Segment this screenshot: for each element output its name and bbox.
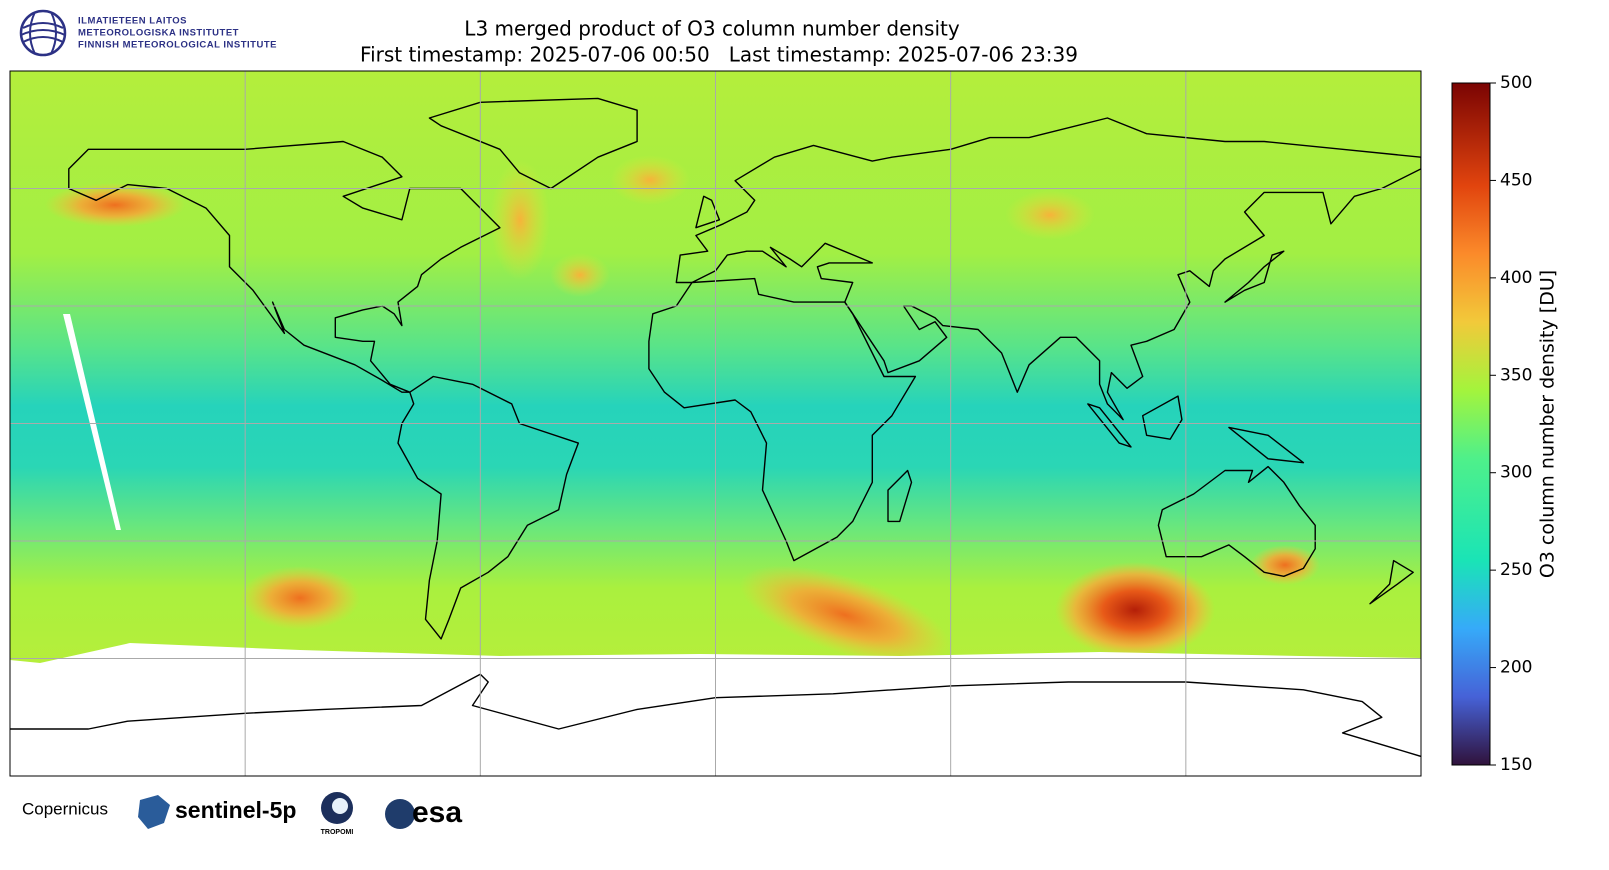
ozone-high (739, 565, 951, 665)
coastline (887, 469, 913, 523)
gridlines (10, 71, 1421, 776)
coastline (1228, 426, 1305, 464)
no-data-swath (63, 314, 121, 530)
colorbar-tick-label: 250 (1500, 560, 1532, 580)
esa-logo: esa (412, 796, 462, 829)
colorbar-ramp (1451, 82, 1491, 766)
ozone-high (1055, 562, 1215, 658)
coastline (1087, 403, 1132, 448)
coastline (648, 277, 917, 562)
coastline (1224, 250, 1285, 303)
colorbar-tick-label: 500 (1500, 73, 1532, 93)
colorbar-tick-label: 350 (1500, 365, 1532, 385)
coastline (68, 140, 501, 393)
sentinel-logo: sentinel-5p (175, 797, 296, 823)
coastline (1157, 465, 1316, 577)
map (10, 71, 1421, 776)
coastline (397, 375, 579, 640)
colorbar-tick-label: 300 (1500, 463, 1532, 483)
logo-text: ILMATIETEEN LAITOS (78, 16, 187, 27)
sentinel-icon (138, 795, 170, 829)
title: L3 merged product of O3 column number de… (464, 17, 960, 41)
ozone-high (45, 183, 185, 227)
copernicus-logo: Copernicus (22, 799, 108, 818)
tropomi-icon (332, 798, 348, 814)
esa-icon (385, 799, 415, 829)
ozone-high (610, 155, 690, 205)
ozone-high (550, 253, 610, 297)
map-frame (9, 70, 1422, 777)
colorbar-tick-label: 200 (1500, 658, 1532, 678)
colorbar-label: O3 column number density [DU] (1537, 270, 1559, 578)
footer-logos: Copernicus sentinel-5p TROPOMI esa (22, 792, 462, 836)
coastline (1369, 559, 1414, 605)
logo-text: FINNISH METEOROLOGICAL INSTITUTE (78, 40, 277, 51)
coastline (675, 117, 1421, 421)
fmi-logo: ILMATIETEEN LAITOS METEOROLOGISKA INSTIT… (19, 9, 277, 57)
ozone-high (240, 566, 360, 630)
coastlines (10, 97, 1421, 758)
ozone-high (1005, 190, 1095, 240)
ozone-high (490, 160, 550, 280)
ozone-high (1250, 545, 1320, 585)
colorbar-tick-label: 400 (1500, 268, 1532, 288)
colorbar: O3 column number density [DU] 150 200 250 3… (1451, 73, 1559, 775)
coastline (10, 673, 1421, 758)
subtitle: First timestamp: 2025-07-06 00:50 Last t… (360, 43, 1078, 67)
tropomi-logo: TROPOMI (321, 829, 354, 836)
colorbar-tick-label: 450 (1500, 170, 1532, 190)
logo-text: METEOROLOGISKA INSTITUTET (78, 28, 239, 39)
colorbar-tick-label: 150 (1500, 755, 1532, 775)
coastline (1142, 395, 1183, 440)
coastline (695, 195, 721, 229)
